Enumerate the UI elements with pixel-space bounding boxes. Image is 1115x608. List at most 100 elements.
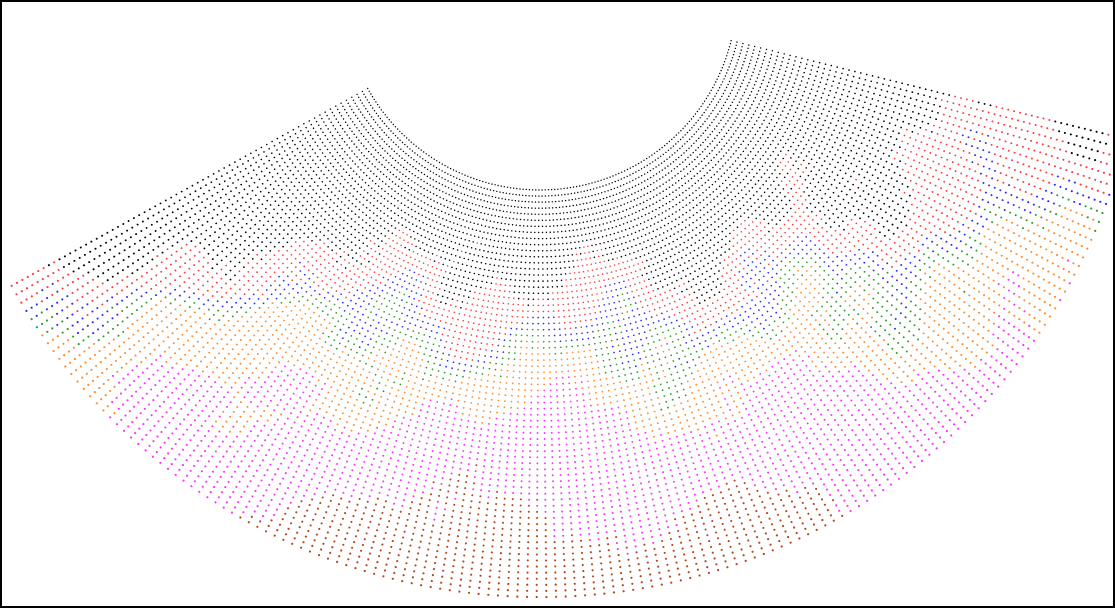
dot (432, 368, 434, 370)
dot (824, 148, 826, 150)
dot (594, 312, 596, 314)
dot (521, 255, 523, 257)
dot (371, 277, 373, 279)
dot (707, 212, 709, 214)
dot (734, 68, 735, 69)
dot (801, 80, 803, 82)
dot (469, 340, 471, 342)
dot (412, 150, 413, 151)
dot (375, 183, 377, 185)
dot (353, 112, 354, 113)
dot (485, 194, 486, 195)
dot (776, 108, 778, 110)
dot (703, 286, 705, 288)
dot (386, 143, 387, 144)
dot (757, 141, 759, 143)
dot (274, 246, 276, 248)
dot (785, 117, 787, 119)
dot (806, 207, 808, 209)
dot (865, 132, 867, 134)
dot (813, 227, 815, 229)
dot (625, 349, 627, 351)
dot (445, 232, 447, 234)
dot (375, 101, 376, 102)
dot (911, 91, 913, 93)
dot (459, 172, 460, 173)
dot (643, 194, 644, 195)
dot (810, 240, 812, 242)
dot (256, 263, 258, 265)
dot (835, 92, 837, 94)
dot (510, 242, 512, 244)
dot (458, 198, 459, 199)
dot (213, 173, 215, 175)
dot (620, 269, 622, 271)
dot (566, 206, 567, 207)
dot (756, 173, 758, 175)
dot (601, 192, 602, 193)
dot (505, 248, 507, 250)
dot (613, 207, 614, 208)
dot (734, 274, 736, 276)
dot (764, 251, 766, 253)
dot (567, 187, 568, 188)
dot (426, 224, 428, 226)
dot (205, 207, 207, 209)
dot (617, 219, 618, 220)
dot (583, 344, 585, 346)
dot (714, 294, 716, 296)
dot (789, 253, 791, 255)
dot (438, 307, 440, 309)
dot (841, 127, 843, 129)
dot (322, 310, 324, 312)
dot (650, 170, 651, 171)
dot (398, 146, 399, 147)
dot (738, 89, 739, 90)
dot (587, 338, 589, 340)
dot (814, 206, 816, 208)
dot (259, 220, 261, 222)
dot (770, 285, 772, 287)
dot (353, 134, 354, 135)
dot (359, 201, 361, 203)
dot (776, 231, 778, 233)
dot (632, 354, 634, 356)
dot (729, 46, 730, 47)
dot (277, 213, 279, 215)
dot (723, 93, 724, 94)
dot (806, 63, 808, 65)
dot (738, 74, 739, 75)
dot (527, 310, 529, 312)
dot (374, 166, 375, 167)
dot (554, 329, 556, 331)
dot (691, 340, 693, 342)
dot (639, 269, 641, 271)
dot (767, 272, 769, 274)
dot (642, 306, 644, 308)
dot (798, 103, 800, 105)
dot (537, 323, 539, 325)
dot (614, 220, 615, 221)
dot (593, 232, 595, 234)
dot (864, 101, 866, 103)
dot (616, 193, 617, 194)
dot (753, 176, 755, 178)
dot (497, 185, 498, 186)
dot (734, 170, 736, 172)
dot (521, 334, 523, 336)
dot (699, 316, 701, 318)
dot (378, 246, 380, 248)
dot (283, 237, 285, 239)
dot (651, 238, 653, 240)
dot (447, 173, 448, 174)
dot (840, 169, 842, 171)
dot (649, 311, 651, 313)
dot (818, 169, 820, 171)
dot (464, 314, 466, 316)
dot (512, 261, 514, 263)
dot (764, 130, 766, 132)
dot (537, 371, 539, 373)
dot (780, 227, 782, 229)
dot (619, 192, 620, 193)
dot (370, 325, 372, 327)
